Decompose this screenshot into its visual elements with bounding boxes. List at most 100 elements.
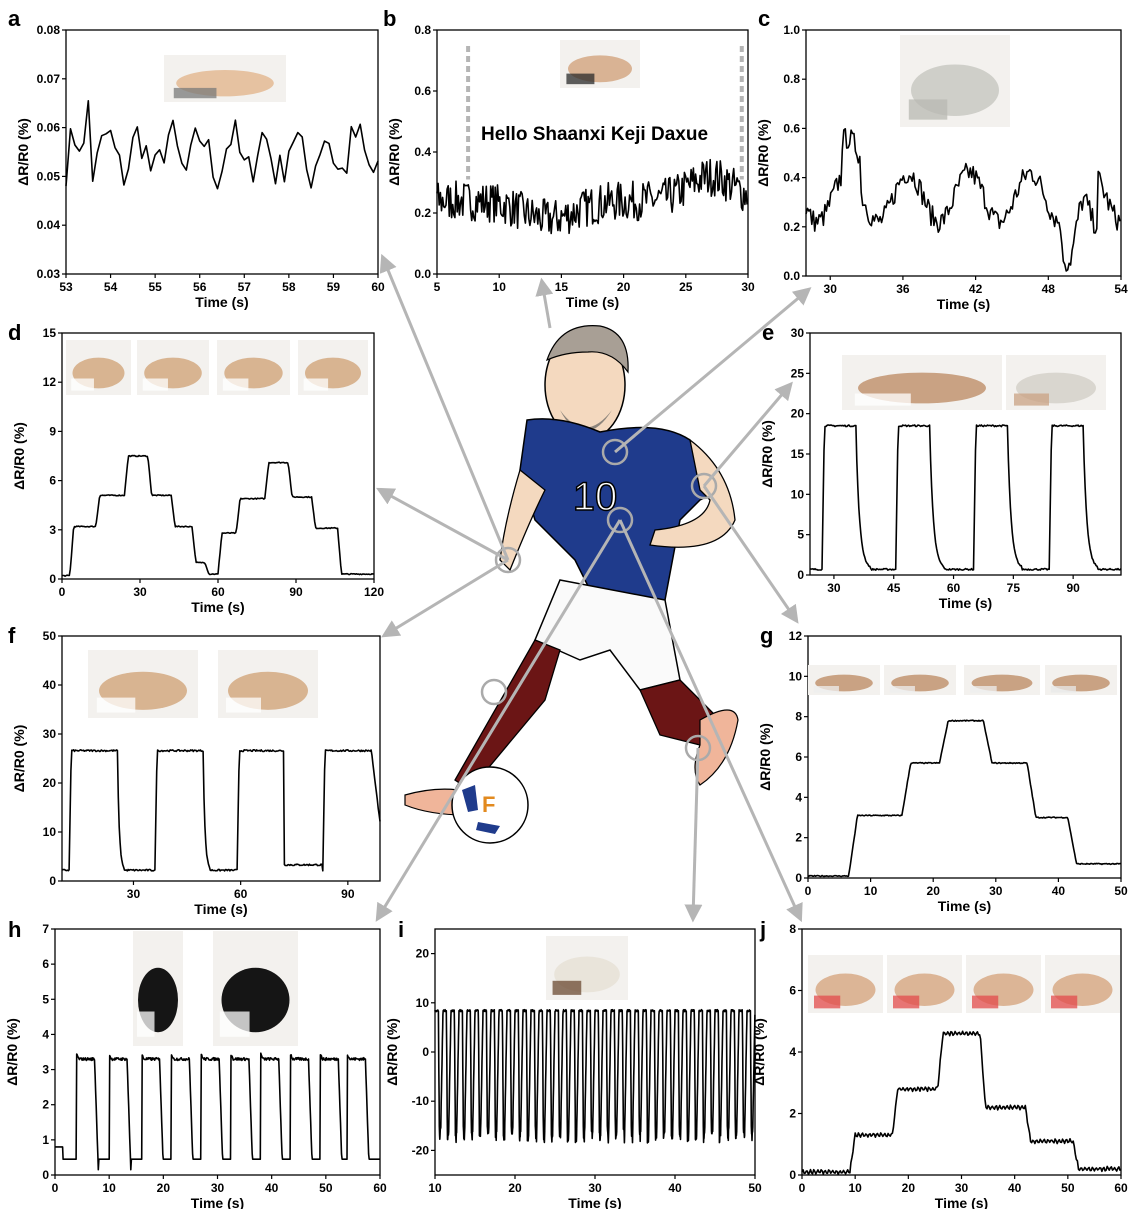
series-line [806,129,1120,271]
x-tick-label: 36 [896,282,910,296]
y-tick-label: 12 [43,375,57,389]
x-tick-label: 48 [1042,282,1056,296]
x-tick-label: 20 [617,280,631,294]
connector-arrow [542,282,550,328]
y-tick-label: 0 [422,1045,429,1059]
x-tick-label: 50 [748,1181,762,1195]
y-tick-label: 0.8 [414,23,431,37]
panel-letter: f [8,623,16,648]
elbow-bent-photo [1006,355,1106,410]
y-tick-label: 30 [43,727,57,741]
finger-bending-4-photo [298,340,368,395]
x-axis-label: Time (s) [194,901,247,917]
panel-letter: g [760,623,773,648]
y-axis-label: ΔR/R0 (%) [759,420,775,488]
knee-bending-3-photo [966,955,1041,1013]
y-tick-label: 50 [43,629,57,643]
y-tick-label: 0.04 [37,218,61,232]
y-tick-label: 2 [789,1107,796,1121]
y-tick-label: 5 [797,528,804,542]
x-tick-label: 75 [1007,581,1021,595]
y-tick-label: 10 [791,487,805,501]
y-tick-label: 5 [42,992,49,1006]
x-tick-label: 60 [371,280,385,294]
y-tick-label: 0.6 [783,121,800,135]
y-tick-label: 12 [789,629,803,643]
y-tick-label: 6 [42,957,49,971]
y-tick-label: 1.0 [783,23,800,37]
x-tick-label: 30 [133,585,147,599]
soccer-player-illustration: 10 F [405,326,738,843]
series-line [802,1031,1121,1174]
x-axis-label: Time (s) [195,294,248,310]
series-line [62,456,374,577]
x-tick-label: 40 [668,1181,682,1195]
y-tick-label: 0.2 [783,220,800,234]
x-tick-label: 30 [827,581,841,595]
x-tick-label: 54 [1114,282,1128,296]
x-tick-label: 59 [327,280,341,294]
y-tick-label: 2 [795,831,802,845]
y-tick-label: 4 [42,1027,49,1041]
knee-bent-photo [213,931,298,1046]
knee-bending-1-photo [808,955,883,1013]
x-tick-label: 45 [887,581,901,595]
x-tick-label: 30 [127,887,141,901]
y-tick-label: 6 [49,474,56,488]
y-tick-label: 40 [43,678,57,692]
x-tick-label: 0 [805,884,812,898]
y-axis-label: ΔR/R0 (%) [751,1018,767,1086]
y-axis-label: ΔR/R0 (%) [11,422,27,490]
series-line [437,160,747,234]
connector-arrow [620,520,800,918]
y-tick-label: 10 [43,825,57,839]
y-tick-label: 30 [791,326,805,340]
x-tick-label: 0 [799,1181,806,1195]
y-tick-label: 10 [789,669,803,683]
x-tick-label: 53 [59,280,73,294]
x-tick-label: 55 [148,280,162,294]
y-tick-label: 9 [49,424,56,438]
y-tick-label: 0.6 [414,84,431,98]
arm-angle-2-photo [884,665,956,695]
arm-angle-4-photo [1045,665,1117,695]
y-tick-label: 7 [42,922,49,936]
y-tick-label: 3 [42,1063,49,1077]
finger-bending-1-photo [66,340,131,395]
x-tick-label: 90 [341,887,355,901]
y-tick-label: 0.06 [37,121,61,135]
y-tick-label: 3 [49,523,56,537]
y-tick-label: 8 [795,710,802,724]
panel-letter: i [398,917,404,942]
x-tick-label: 0 [52,1181,59,1195]
x-tick-label: 50 [319,1181,333,1195]
x-tick-label: 15 [555,280,569,294]
ball-letter: F [482,792,495,817]
y-tick-label: -20 [412,1143,430,1157]
panel-letter: h [8,917,21,942]
x-tick-label: 60 [211,585,225,599]
y-tick-label: 15 [791,447,805,461]
panel-letter: j [759,917,766,942]
panel-letter: a [8,6,21,31]
x-tick-label: 10 [102,1181,116,1195]
x-tick-label: 42 [969,282,983,296]
x-axis-label: Time (s) [566,294,619,310]
series-line [55,1053,380,1170]
x-axis-label: Time (s) [938,898,991,914]
y-tick-label: 4 [789,1045,796,1059]
series-line [66,101,378,189]
connector-arrow [378,520,620,918]
y-tick-label: 6 [789,984,796,998]
x-tick-label: 10 [848,1181,862,1195]
x-tick-label: 60 [947,581,961,595]
wrist-pulse-photo [164,55,286,102]
arm-angle-3-photo [964,665,1040,695]
x-tick-label: 57 [238,280,252,294]
y-axis-label: ΔR/R0 (%) [384,1018,400,1086]
y-tick-label: 2 [42,1098,49,1112]
y-tick-label: 0.8 [783,72,800,86]
y-tick-label: 0 [789,1168,796,1182]
y-tick-label: 0.4 [783,171,800,185]
y-tick-label: 20 [43,776,57,790]
